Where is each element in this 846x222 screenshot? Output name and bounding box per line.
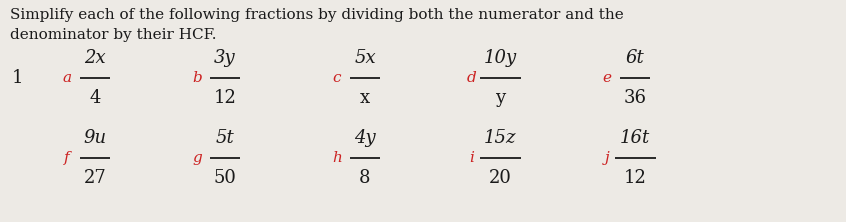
Text: y: y <box>495 89 505 107</box>
Text: 12: 12 <box>624 169 646 187</box>
Text: j: j <box>605 151 609 165</box>
Text: 10y: 10y <box>483 49 517 67</box>
Text: 5x: 5x <box>354 49 376 67</box>
Text: 3y: 3y <box>214 49 236 67</box>
Text: 27: 27 <box>84 169 107 187</box>
Text: 5t: 5t <box>216 129 234 147</box>
Text: e: e <box>602 71 612 85</box>
Text: f: f <box>64 151 70 165</box>
Text: 6t: 6t <box>626 49 645 67</box>
Text: 15z: 15z <box>484 129 516 147</box>
Text: 36: 36 <box>624 89 646 107</box>
Text: 20: 20 <box>488 169 512 187</box>
Text: h: h <box>332 151 342 165</box>
Text: g: g <box>192 151 202 165</box>
Text: 2x: 2x <box>85 49 106 67</box>
Text: b: b <box>192 71 202 85</box>
Text: 4y: 4y <box>354 129 376 147</box>
Text: 12: 12 <box>213 89 236 107</box>
Text: a: a <box>63 71 72 85</box>
Text: i: i <box>470 151 475 165</box>
Text: 4: 4 <box>90 89 101 107</box>
Text: x: x <box>360 89 370 107</box>
Text: c: c <box>332 71 341 85</box>
Text: 50: 50 <box>213 169 236 187</box>
Text: 9u: 9u <box>84 129 107 147</box>
Text: Simplify each of the following fractions by dividing both the numerator and the: Simplify each of the following fractions… <box>10 8 624 22</box>
Text: 1: 1 <box>12 69 24 87</box>
Text: denominator by their HCF.: denominator by their HCF. <box>10 28 217 42</box>
Text: d: d <box>467 71 477 85</box>
Text: 16t: 16t <box>620 129 650 147</box>
Text: 8: 8 <box>360 169 371 187</box>
